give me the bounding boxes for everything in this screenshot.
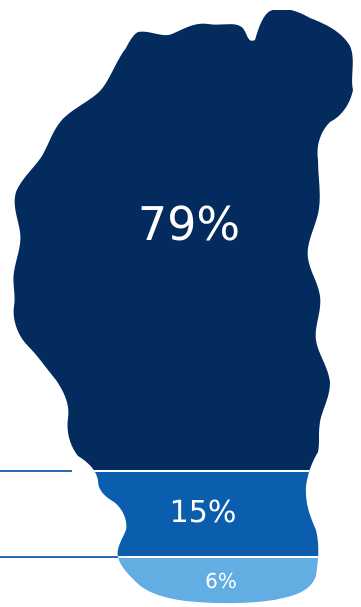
label-15-percent: 15% [170,495,237,530]
label-6-percent: 6% [205,569,237,593]
segment-6-percent [13,557,354,604]
label-79-percent: 79% [138,197,240,251]
